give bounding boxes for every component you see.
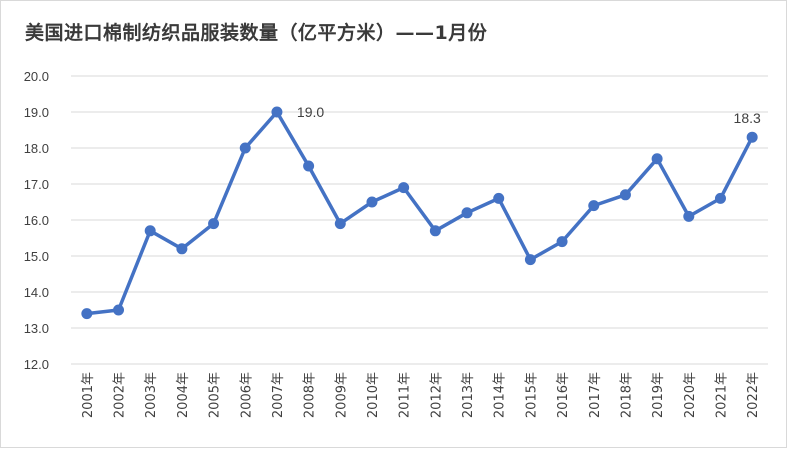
data-point bbox=[81, 308, 93, 320]
data-point bbox=[334, 218, 346, 230]
x-tick-label: 2012年 bbox=[429, 372, 444, 418]
data-point bbox=[461, 207, 473, 219]
x-tick-label: 2015年 bbox=[524, 372, 539, 418]
x-tick-label: 2013年 bbox=[461, 372, 476, 418]
x-tick-label: 2018年 bbox=[619, 372, 634, 418]
x-tick-label: 2001年 bbox=[81, 372, 96, 418]
x-tick-label: 2017年 bbox=[588, 372, 603, 418]
data-point bbox=[619, 189, 631, 201]
x-tick-label: 2004年 bbox=[176, 372, 191, 418]
series-line bbox=[85, 110, 754, 316]
x-axis-ticks: 2001年 2002年 2003年 2004年 2005年 2006年 2007年 2008年… bbox=[81, 372, 761, 418]
x-tick-label: 2009年 bbox=[334, 372, 349, 418]
x-tick-label: 2006年 bbox=[239, 372, 254, 418]
x-tick-label: 2011年 bbox=[398, 372, 413, 418]
data-label: 18.3 bbox=[734, 110, 761, 126]
x-tick-label: 2019年 bbox=[651, 372, 666, 418]
data-point bbox=[493, 192, 505, 204]
data-point bbox=[271, 106, 283, 118]
y-tick-label: 13.0 bbox=[24, 321, 49, 336]
data-point bbox=[303, 160, 315, 172]
x-tick-label: 2010年 bbox=[366, 372, 381, 418]
y-tick-label: 15.0 bbox=[24, 249, 49, 264]
x-tick-label: 2021年 bbox=[714, 372, 729, 418]
x-tick-label: 2002年 bbox=[113, 372, 128, 418]
data-label: 19.0 bbox=[297, 104, 324, 120]
chart-title: 美国进口棉制纺织品服装数量（亿平方米）——1月份 bbox=[25, 22, 488, 44]
data-point bbox=[239, 142, 251, 154]
x-tick-label: 2014年 bbox=[493, 372, 508, 418]
x-tick-label: 2005年 bbox=[208, 372, 223, 418]
data-point bbox=[429, 225, 441, 237]
y-tick-label: 12.0 bbox=[24, 357, 49, 372]
grid-lines bbox=[71, 75, 768, 365]
data-point bbox=[556, 236, 568, 248]
data-point bbox=[683, 210, 695, 222]
x-tick-label: 2007年 bbox=[271, 372, 286, 418]
data-point bbox=[144, 225, 156, 237]
data-point bbox=[524, 254, 536, 266]
data-point bbox=[588, 200, 600, 212]
y-tick-label: 19.0 bbox=[24, 105, 49, 120]
x-tick-label: 2022年 bbox=[746, 372, 761, 418]
y-tick-label: 18.0 bbox=[24, 141, 49, 156]
x-tick-label: 2020年 bbox=[683, 372, 698, 418]
y-tick-label: 17.0 bbox=[24, 177, 49, 192]
y-axis-ticks: 12.0 13.0 14.0 15.0 16.0 17.0 18.0 19.0 20.0 bbox=[24, 69, 49, 372]
x-tick-label: 2008年 bbox=[303, 372, 318, 418]
data-point bbox=[714, 192, 726, 204]
y-tick-label: 14.0 bbox=[24, 285, 49, 300]
data-labels: 19.0 18.3 bbox=[297, 104, 761, 126]
series-points bbox=[81, 106, 758, 320]
series-line-path bbox=[85, 110, 754, 316]
x-tick-label: 2016年 bbox=[556, 372, 571, 418]
x-tick-label: 2003年 bbox=[144, 372, 159, 418]
data-point bbox=[208, 218, 220, 230]
data-point bbox=[398, 182, 410, 194]
data-point bbox=[746, 131, 758, 143]
data-point bbox=[651, 153, 663, 165]
data-point bbox=[113, 304, 125, 316]
data-point bbox=[366, 196, 378, 208]
y-tick-label: 20.0 bbox=[24, 69, 49, 84]
y-tick-label: 16.0 bbox=[24, 213, 49, 228]
data-point bbox=[176, 243, 188, 255]
